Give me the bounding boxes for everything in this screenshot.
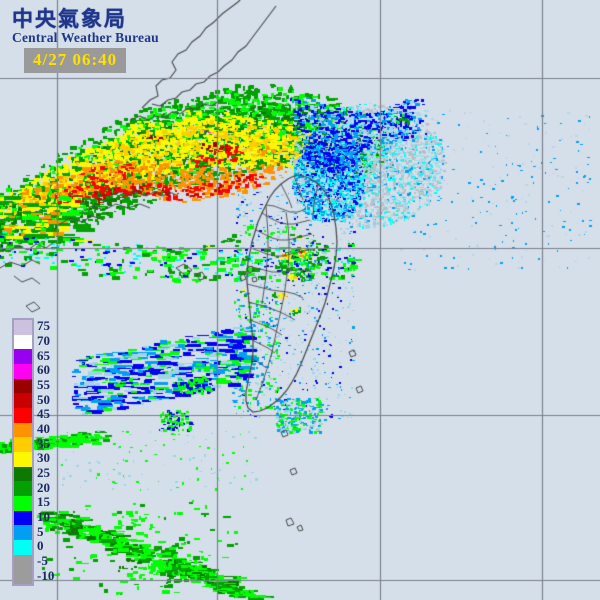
dbz-scale-labels: 75 70 65 60 55 50 45 40 35 30 25 20 15 10 5 0 -5 -10 [37,318,74,586]
dbz-color-bar [12,318,34,586]
dbz-label-minus10: -10 [37,567,55,583]
dbz-label-50: 50 [37,391,50,407]
dbz-swatch-minus10 [14,569,32,584]
dbz-label-10: 10 [37,509,50,524]
dbz-label-30: 30 [37,450,50,466]
dbz-swatch-55 [14,378,32,394]
dbz-label-minus5: -5 [37,553,48,568]
dbz-label-75: 75 [37,318,50,334]
dbz-swatch-40 [14,422,32,438]
dbz-label-15: 15 [37,494,50,510]
dbz-label-55: 55 [37,377,50,392]
dbz-swatch-45 [14,407,32,423]
dbz-label-5: 5 [37,523,44,539]
dbz-swatch-75 [14,320,32,335]
dbz-swatch-30 [14,451,32,467]
dbz-swatch-35 [14,437,32,452]
dbz-label-65: 65 [37,347,50,363]
timestamp-label: 4/27 06:40 [24,48,127,73]
dbz-swatch-minus5 [14,554,32,570]
dbz-label-0: 0 [37,538,44,554]
dbz-swatch-25 [14,466,32,482]
dbz-swatch-10 [14,510,32,526]
dbz-swatch-5 [14,525,32,540]
dbz-label-40: 40 [37,421,50,436]
dbz-swatch-20 [14,481,32,496]
dbz-swatch-50 [14,393,32,408]
dbz-color-scale-legend: 75 70 65 60 55 50 45 40 35 30 25 20 15 10 5 0 -5 -10 [12,318,74,586]
dbz-swatch-70 [14,334,32,350]
dbz-swatch-60 [14,363,32,379]
dbz-label-35: 35 [37,435,50,451]
dbz-label-25: 25 [37,465,50,480]
dbz-label-20: 20 [37,479,50,495]
dbz-label-70: 70 [37,333,50,348]
dbz-swatch-15 [14,495,32,511]
dbz-swatch-0 [14,539,32,555]
dbz-label-45: 45 [37,406,50,422]
dbz-label-60: 60 [37,362,50,378]
dbz-swatch-65 [14,349,32,364]
